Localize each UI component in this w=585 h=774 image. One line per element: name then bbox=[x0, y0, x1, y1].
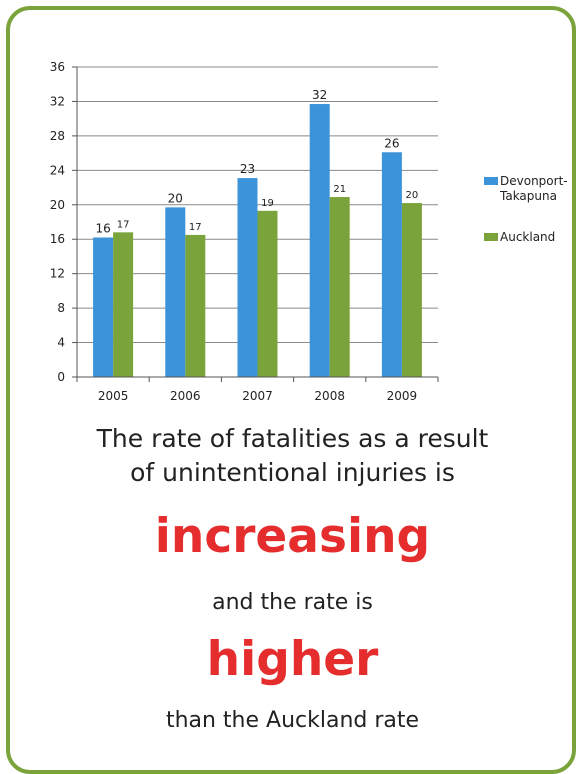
legend-label-auckland: Auckland bbox=[500, 230, 555, 244]
bar bbox=[165, 207, 186, 377]
x-axis: 2005 2006 2007 2008 2009 bbox=[76, 376, 439, 403]
x-tick-label: 2008 bbox=[314, 389, 345, 403]
bar bbox=[381, 152, 402, 377]
data-label: 17 bbox=[117, 219, 130, 230]
bar-chart: 0 4 8 12 16 20 24 28 32 36 16 17 20 17 23 19 32 21 26 20 2… bbox=[50, 60, 568, 403]
bar bbox=[329, 197, 350, 377]
message-line-2: of unintentional injuries is bbox=[130, 458, 455, 487]
bar bbox=[257, 210, 278, 377]
y-tick-label: 8 bbox=[57, 301, 65, 315]
bar bbox=[237, 178, 258, 377]
bar bbox=[401, 203, 422, 377]
y-tick-label: 36 bbox=[50, 60, 65, 74]
x-tick-label: 2005 bbox=[98, 389, 129, 403]
rounded-frame bbox=[6, 6, 576, 774]
legend-label-devonport-line1: Devonport- bbox=[500, 174, 568, 188]
data-label: 26 bbox=[384, 136, 399, 150]
y-tick-label: 24 bbox=[50, 163, 65, 177]
emphasis-higher: higher bbox=[206, 632, 379, 687]
message-line-4: than the Auckland rate bbox=[165, 708, 420, 733]
data-label: 19 bbox=[261, 198, 274, 209]
data-label: 16 bbox=[95, 222, 110, 236]
y-tick-label: 12 bbox=[50, 267, 65, 281]
legend-swatch-auckland bbox=[484, 233, 498, 241]
emphasis-increasing: increasing bbox=[154, 509, 431, 564]
bar bbox=[93, 237, 114, 377]
bar bbox=[185, 234, 206, 377]
y-tick-label: 32 bbox=[50, 94, 65, 108]
y-tick-label: 0 bbox=[57, 370, 65, 384]
legend-label-devonport-line2: Takapuna bbox=[499, 189, 557, 203]
data-labels: 16 17 20 17 23 19 32 21 26 20 bbox=[95, 88, 418, 235]
y-tick-label: 28 bbox=[50, 129, 65, 143]
y-tick-label: 4 bbox=[57, 336, 65, 350]
gridlines bbox=[77, 66, 438, 344]
data-label: 20 bbox=[168, 191, 183, 205]
data-label: 32 bbox=[312, 88, 327, 102]
message-line-1: The rate of fatalities as a result bbox=[96, 424, 489, 453]
legend: Devonport- Takapuna Auckland bbox=[484, 174, 568, 244]
data-label: 23 bbox=[240, 162, 255, 176]
data-label: 21 bbox=[333, 184, 346, 195]
y-axis: 0 4 8 12 16 20 24 28 32 36 bbox=[50, 60, 78, 384]
bar bbox=[309, 104, 330, 378]
x-tick-label: 2009 bbox=[387, 389, 418, 403]
message-line-3: and the rate is bbox=[212, 590, 373, 615]
data-label: 20 bbox=[406, 190, 419, 201]
x-tick-label: 2007 bbox=[242, 389, 273, 403]
data-label: 17 bbox=[189, 222, 202, 233]
y-tick-label: 20 bbox=[50, 198, 65, 212]
bars bbox=[93, 104, 422, 378]
legend-swatch-devonport bbox=[484, 177, 498, 185]
x-tick-label: 2006 bbox=[170, 389, 201, 403]
bar bbox=[113, 232, 134, 377]
y-tick-label: 16 bbox=[50, 232, 65, 246]
